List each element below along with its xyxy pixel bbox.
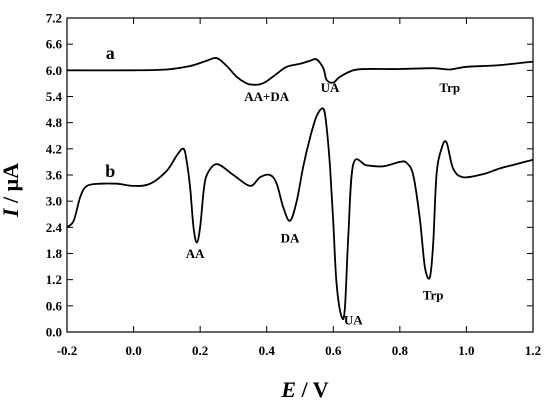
- y-tick-label: 1.2: [46, 272, 62, 287]
- y-tick-label: 4.2: [46, 141, 62, 156]
- y-axis-ticks: 0.0 0.6 1.2 1.8 2.4 3.0 3.6 4.2 4.8 5.4 6.0 6.6 7.2: [46, 11, 533, 340]
- x-tick-label: 0.8: [392, 343, 409, 358]
- y-tick-label: 6.6: [46, 37, 63, 52]
- y-axis-unit: / μA: [0, 163, 23, 209]
- y-tick-label: 0.6: [46, 298, 63, 313]
- x-axis-ticks: -0.2 0.0 0.2 0.4 0.6 0.8 1.0 1.2: [57, 18, 541, 358]
- annotation-label: AA: [186, 246, 205, 261]
- annotation-label: AA+DA: [244, 89, 290, 104]
- x-tick-label: 1.0: [458, 343, 474, 358]
- plot-frame: [66, 17, 534, 333]
- annotation-label: DA: [281, 231, 300, 246]
- series-line-a: [66, 57, 534, 86]
- plot-area: [66, 17, 534, 333]
- annotation-label: Trp: [439, 80, 460, 95]
- trace-labels: ab: [105, 43, 115, 181]
- x-tick-label: 0.4: [259, 343, 276, 358]
- y-tick-label: 0.0: [46, 325, 62, 340]
- annotation-label: UA: [344, 313, 363, 328]
- x-axis-unit: / V: [296, 377, 329, 402]
- x-tick-label: 1.2: [525, 343, 541, 358]
- x-tick-label: 0.6: [325, 343, 342, 358]
- y-tick-label: 4.8: [46, 115, 63, 130]
- y-tick-label: 2.4: [46, 220, 63, 235]
- x-tick-label: 0.0: [125, 343, 141, 358]
- y-tick-label: 6.0: [46, 63, 62, 78]
- y-tick-label: 3.0: [46, 194, 62, 209]
- y-tick-label: 3.6: [46, 168, 63, 183]
- series-line-b: [66, 107, 534, 321]
- trace-label-b: b: [105, 161, 115, 181]
- peak-annotations: AA+DA UA Trp AA DA UA Trp: [186, 80, 460, 327]
- y-axis-symbol: I: [0, 207, 23, 218]
- y-axis-label: I / μA: [0, 163, 23, 218]
- y-tick-label: 7.2: [46, 11, 62, 26]
- y-tick-label: 5.4: [46, 89, 63, 104]
- series-layer: [66, 57, 534, 321]
- x-tick-label: -0.2: [57, 343, 78, 358]
- annotation-label: Trp: [423, 287, 444, 302]
- y-tick-label: 1.8: [46, 246, 63, 261]
- x-tick-label: 0.2: [192, 343, 208, 358]
- annotation-label: UA: [321, 80, 340, 95]
- x-axis-label: E / V: [280, 377, 328, 402]
- x-axis-symbol: E: [280, 377, 296, 402]
- trace-label-a: a: [106, 43, 115, 63]
